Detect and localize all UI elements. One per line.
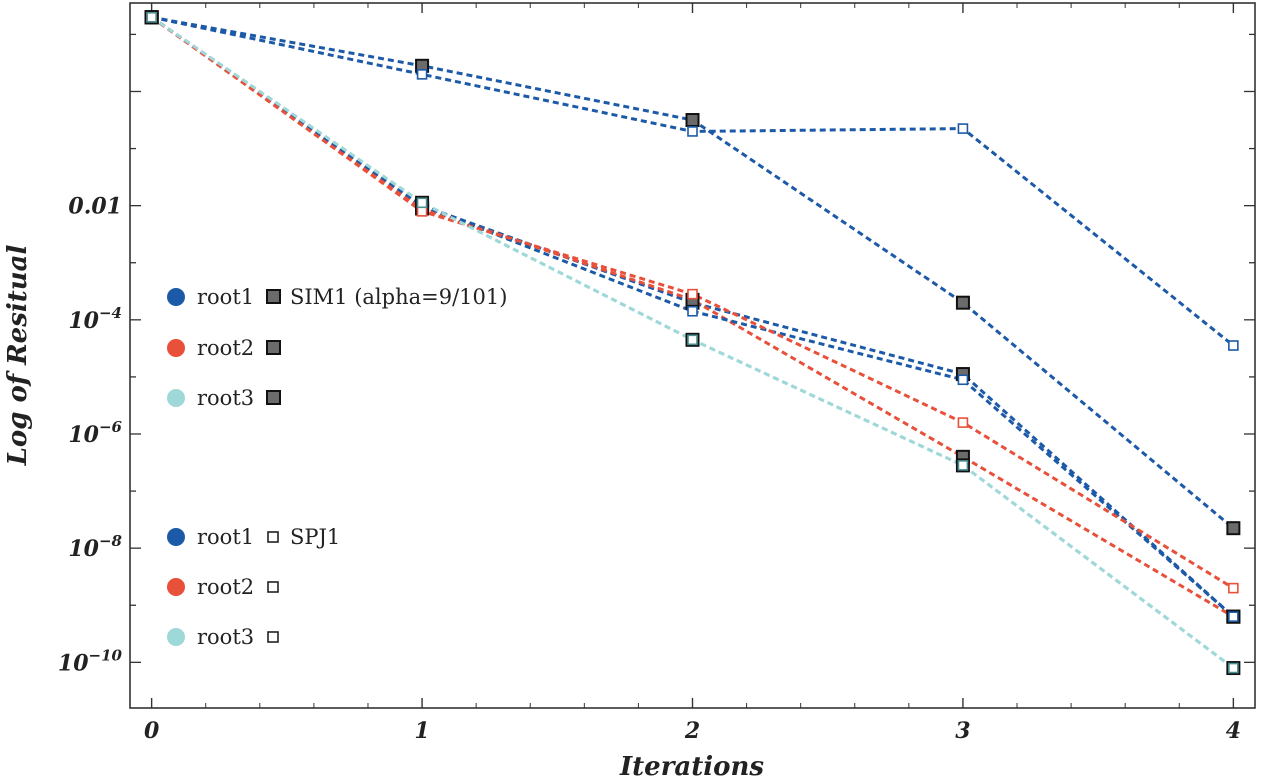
data-point-sim1	[685, 113, 700, 128]
data-point-spj1	[1228, 340, 1239, 351]
legend-label-root3: root3	[197, 625, 254, 649]
legend-marker-filled	[266, 340, 281, 355]
axis-ticks: 0 1 2 3 4 0.01 10−4 10−6 10−8 10−10	[58, 3, 1255, 744]
legend-label-root1: root1	[197, 525, 254, 549]
legend-marker-filled	[266, 289, 281, 304]
data-point-spj1	[957, 374, 969, 386]
y-tick-label: 10−6	[68, 418, 122, 448]
data-point-spj1	[957, 460, 969, 471]
data-point-sim1	[955, 295, 970, 310]
y-tick-label: 10−10	[58, 646, 123, 676]
data-point-spj1	[416, 69, 428, 80]
x-tick-label: 0	[144, 718, 160, 744]
x-axis-title: Iterations	[619, 752, 764, 781]
legend-label-root3: root3	[197, 386, 254, 410]
legend: root1 SIM1 (alpha=9/101) root2 root3 root1 SP…	[167, 285, 507, 649]
x-tick-label: 3	[955, 718, 970, 744]
y-axis-title: Log of Resitual	[3, 245, 33, 467]
legend-dot-root2	[167, 339, 185, 357]
data-point-spj1	[1228, 582, 1239, 594]
legend-method-label: SPJ1	[290, 525, 340, 549]
legend-marker-open	[267, 631, 279, 643]
data-point-spj1	[146, 11, 157, 23]
legend-marker-filled	[266, 390, 281, 405]
data-point-spj1	[957, 123, 969, 134]
legend-marker-open	[267, 581, 279, 593]
x-tick-label: 2	[684, 718, 700, 744]
legend-dot-root1	[167, 288, 185, 306]
data-point-spj1	[687, 126, 698, 137]
data-point-spj1	[416, 197, 428, 209]
plot-frame	[129, 2, 1256, 709]
legend-marker-open	[267, 531, 279, 543]
series-line-2	[150, 16, 1235, 618]
data-point-spj1	[1228, 662, 1239, 674]
marker-group	[144, 10, 1241, 676]
legend-dot-root3	[167, 628, 185, 646]
legend-method-label: SIM1 (alpha=9/101)	[290, 285, 507, 309]
legend-label-root2: root2	[197, 336, 254, 360]
y-tick-label: 10−4	[68, 304, 122, 334]
y-tick-label: 10−8	[68, 532, 122, 562]
data-point-sim1	[1226, 521, 1241, 536]
data-point-spj1	[957, 417, 969, 428]
y-tick-label: 0.01	[68, 194, 122, 220]
series-line-0	[151, 15, 1235, 530]
data-point-spj1	[687, 334, 698, 346]
legend-dot-root3	[167, 389, 185, 407]
data-point-spj1	[416, 206, 428, 217]
legend-label-root2: root2	[197, 575, 254, 599]
x-tick-label: 1	[414, 718, 429, 744]
data-point-spj1	[687, 288, 698, 300]
x-tick-label: 4	[1226, 718, 1241, 744]
data-point-spj1	[687, 305, 698, 317]
data-point-spj1	[1228, 611, 1239, 622]
legend-dot-root1	[167, 528, 185, 546]
legend-label-root1: root1	[197, 285, 254, 309]
legend-dot-root2	[167, 578, 185, 596]
